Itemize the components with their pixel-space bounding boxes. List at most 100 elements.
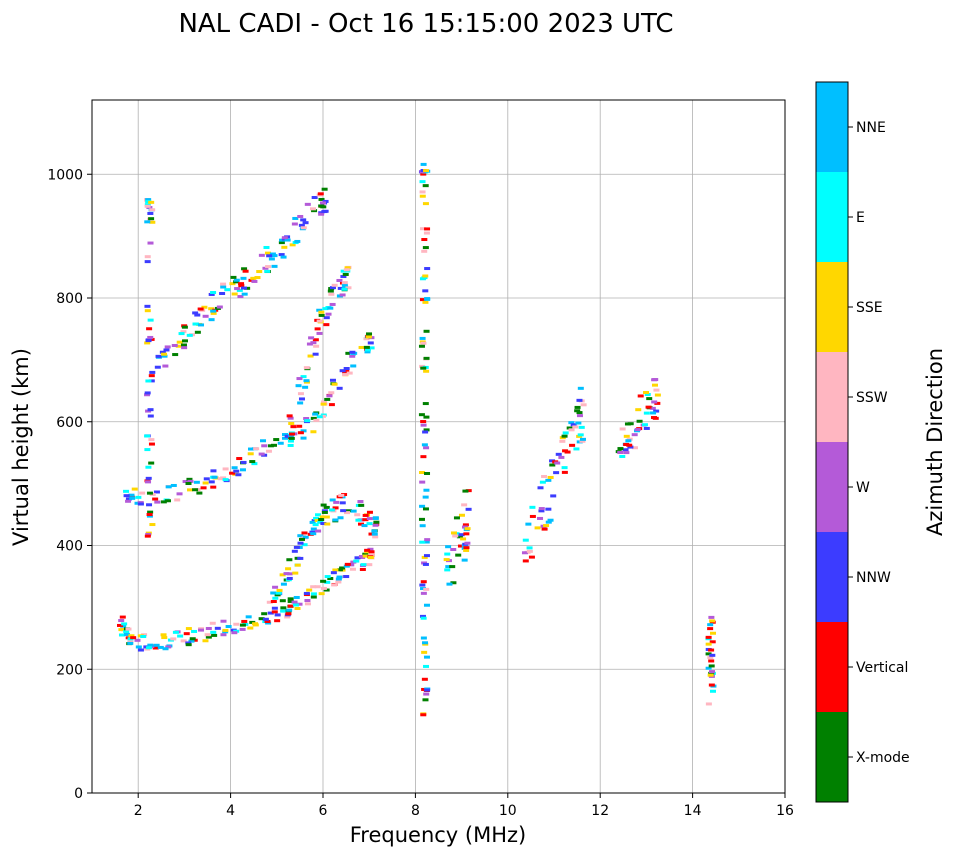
echo-mark bbox=[635, 408, 642, 412]
echo-mark bbox=[528, 555, 535, 559]
echo-mark bbox=[264, 269, 271, 273]
echo-mark bbox=[302, 385, 309, 389]
echo-mark bbox=[250, 276, 257, 280]
echo-mark bbox=[135, 645, 142, 649]
echo-mark bbox=[327, 577, 334, 581]
echo-mark bbox=[423, 356, 430, 360]
echo-mark bbox=[210, 309, 217, 313]
y-axis-label: Virtual height (km) bbox=[9, 348, 33, 546]
echo-mark bbox=[422, 300, 429, 304]
echo-mark bbox=[284, 615, 291, 619]
echo-mark bbox=[239, 623, 246, 627]
echo-mark bbox=[328, 403, 335, 407]
echo-mark bbox=[118, 628, 125, 632]
echo-mark bbox=[709, 653, 716, 657]
echo-mark bbox=[537, 516, 544, 520]
x-tick-label: 6 bbox=[319, 803, 328, 819]
echo-mark bbox=[288, 422, 295, 426]
echo-mark bbox=[270, 591, 277, 595]
echo-mark bbox=[319, 414, 326, 418]
echo-mark bbox=[423, 329, 430, 333]
echo-mark bbox=[578, 425, 585, 429]
echo-mark bbox=[270, 600, 277, 604]
echo-mark bbox=[709, 689, 716, 693]
echo-mark bbox=[286, 414, 293, 418]
echo-mark bbox=[360, 563, 367, 567]
echo-mark bbox=[211, 633, 218, 637]
echo-mark bbox=[708, 664, 715, 668]
echo-mark bbox=[422, 562, 429, 566]
echo-mark bbox=[708, 659, 715, 663]
echo-mark bbox=[216, 305, 223, 309]
echo-mark bbox=[148, 200, 155, 204]
echo-mark bbox=[419, 194, 426, 198]
echo-mark bbox=[316, 308, 323, 312]
echo-mark bbox=[332, 518, 339, 522]
echo-mark bbox=[340, 269, 347, 273]
echo-mark bbox=[219, 292, 226, 296]
echo-mark bbox=[423, 540, 430, 544]
echo-mark bbox=[236, 457, 243, 461]
echo-mark bbox=[144, 204, 151, 208]
echo-mark bbox=[137, 648, 144, 652]
echo-mark bbox=[297, 431, 304, 435]
echo-mark bbox=[292, 571, 299, 575]
echo-mark bbox=[288, 436, 295, 440]
echo-mark bbox=[287, 439, 294, 443]
echo-mark bbox=[342, 373, 349, 377]
echo-mark bbox=[341, 281, 348, 285]
echo-mark bbox=[421, 555, 428, 559]
echo-mark bbox=[214, 626, 221, 630]
colorbar-label: X-mode bbox=[856, 750, 910, 766]
echo-mark bbox=[541, 527, 548, 531]
echo-mark bbox=[258, 253, 265, 257]
echo-mark bbox=[424, 538, 431, 542]
echo-mark bbox=[340, 509, 347, 513]
echo-mark bbox=[140, 635, 147, 639]
echo-mark bbox=[177, 634, 184, 638]
echo-mark bbox=[208, 480, 215, 484]
echo-mark bbox=[260, 439, 267, 443]
echo-mark bbox=[134, 501, 141, 505]
echo-mark bbox=[420, 172, 427, 176]
colorbar-segment-ssw bbox=[816, 352, 848, 442]
echo-mark bbox=[170, 483, 177, 487]
echo-mark bbox=[423, 415, 430, 419]
colorbar-label: Vertical bbox=[856, 660, 908, 676]
echo-mark bbox=[129, 496, 136, 500]
echo-mark bbox=[271, 606, 278, 610]
echo-mark bbox=[153, 490, 160, 494]
echo-mark bbox=[654, 401, 661, 405]
echo-mark bbox=[182, 480, 189, 484]
echo-mark bbox=[710, 631, 717, 635]
echo-mark bbox=[344, 562, 351, 566]
echo-mark bbox=[444, 568, 451, 572]
echo-mark bbox=[189, 637, 196, 641]
echo-mark bbox=[631, 446, 638, 450]
echo-mark bbox=[623, 434, 630, 438]
echo-mark bbox=[181, 325, 188, 329]
x-tick-label: 2 bbox=[134, 803, 143, 819]
echo-mark bbox=[362, 518, 369, 522]
echo-mark bbox=[240, 286, 247, 290]
echo-mark bbox=[320, 579, 327, 583]
echo-mark bbox=[297, 541, 304, 545]
echo-mark bbox=[174, 498, 181, 502]
echo-mark bbox=[307, 354, 314, 358]
echo-mark bbox=[320, 400, 327, 404]
echo-mark bbox=[653, 409, 660, 413]
echo-mark bbox=[187, 488, 194, 492]
echo-mark bbox=[147, 414, 154, 418]
echo-mark bbox=[144, 220, 151, 224]
echo-mark bbox=[420, 420, 427, 424]
echo-mark bbox=[321, 210, 328, 214]
echo-mark bbox=[289, 243, 296, 247]
echo-mark bbox=[335, 577, 342, 581]
echo-mark bbox=[310, 527, 317, 531]
echo-mark bbox=[323, 515, 330, 519]
echo-mark bbox=[357, 500, 364, 504]
echo-mark bbox=[159, 350, 166, 354]
echo-mark bbox=[423, 655, 430, 659]
echo-mark bbox=[421, 650, 428, 654]
echo-mark bbox=[452, 534, 459, 538]
